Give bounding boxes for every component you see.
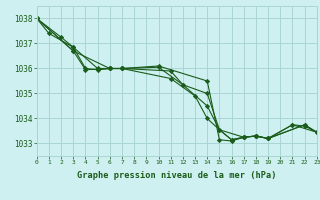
- X-axis label: Graphe pression niveau de la mer (hPa): Graphe pression niveau de la mer (hPa): [77, 171, 276, 180]
